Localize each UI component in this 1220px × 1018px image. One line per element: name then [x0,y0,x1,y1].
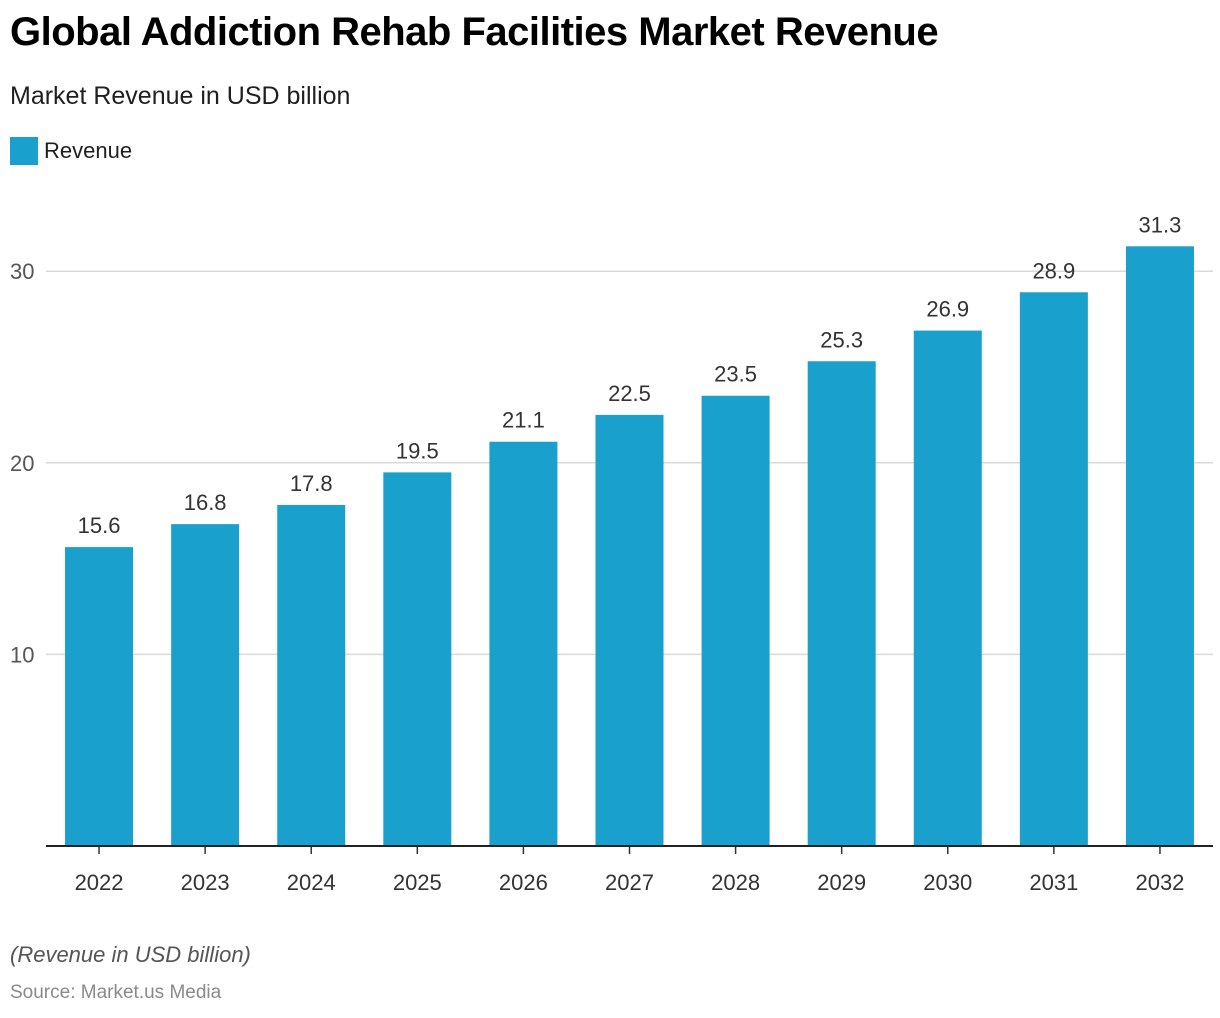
data-label-2030: 26.9 [926,297,969,322]
bar-2031 [1019,292,1088,846]
x-tick-label-2030: 2030 [923,870,972,895]
x-tick-label-2023: 2023 [181,870,230,895]
bar-2026 [489,441,558,846]
bar-2025 [383,472,452,846]
chart-title: Global Addiction Rehab Facilities Market… [10,10,939,54]
x-tick-label-2029: 2029 [817,870,866,895]
y-tick-label-10: 10 [10,642,34,667]
legend-swatch-revenue [10,137,38,165]
data-label-2023: 16.8 [184,490,227,515]
bar-2023 [171,524,240,846]
legend: Revenue [10,137,132,165]
bar-2030 [913,330,982,846]
x-tick-label-2024: 2024 [287,870,336,895]
data-label-2029: 25.3 [820,327,863,352]
bar-2032 [1125,246,1194,847]
chart-source: Source: Market.us Media [10,982,222,1003]
x-tick-label-2027: 2027 [605,870,654,895]
x-tick-label-2026: 2026 [499,870,548,895]
bar-2029 [807,361,876,846]
legend-label-revenue: Revenue [44,138,133,163]
data-label-2025: 19.5 [396,438,439,463]
y-tick-label-20: 20 [10,451,34,476]
data-label-2028: 23.5 [714,362,757,387]
data-label-2031: 28.9 [1032,258,1075,283]
bar-2024 [277,504,346,846]
x-tick-label-2031: 2031 [1029,870,1078,895]
data-label-2024: 17.8 [290,471,333,496]
bar-2027 [595,414,664,846]
data-label-2032: 31.3 [1139,212,1182,237]
bar-2028 [701,395,770,846]
chart-note: (Revenue in USD billion) [10,942,251,967]
x-tick-label-2032: 2032 [1135,870,1184,895]
x-tick-label-2025: 2025 [393,870,442,895]
y-tick-label-30: 30 [10,259,34,284]
x-tick-label-2028: 2028 [711,870,760,895]
data-label-2026: 21.1 [502,408,545,433]
data-label-2027: 22.5 [608,381,651,406]
chart-subtitle: Market Revenue in USD billion [10,82,351,110]
bar-2022 [65,547,134,846]
x-tick-label-2022: 2022 [75,870,124,895]
data-label-2022: 15.6 [78,513,121,538]
